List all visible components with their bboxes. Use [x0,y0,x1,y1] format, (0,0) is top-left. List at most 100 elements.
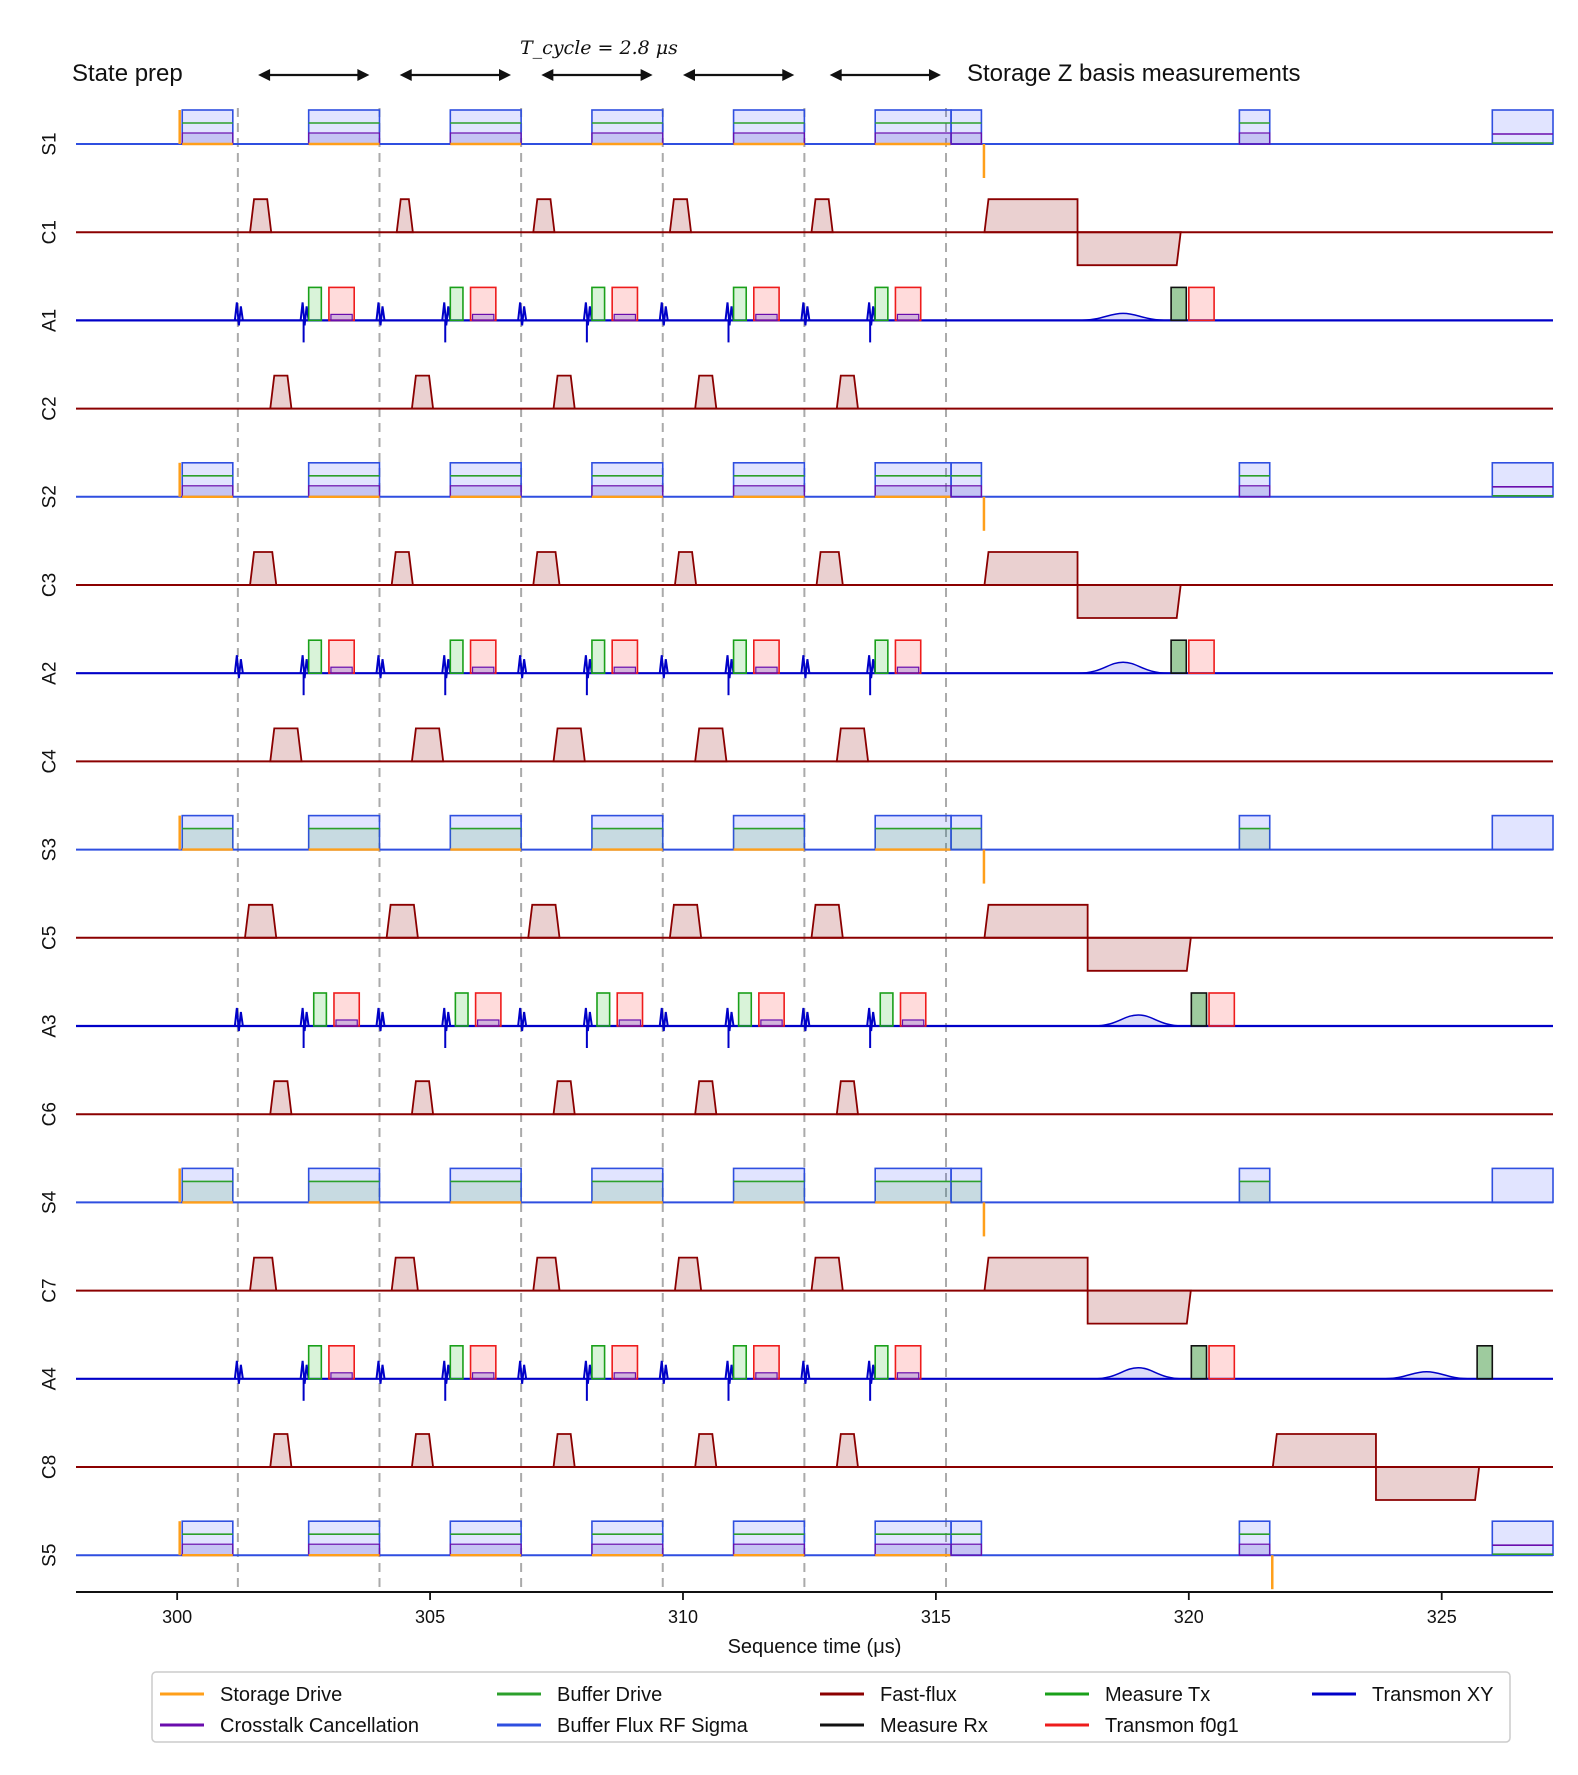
crosstalk-cancellation-pulse [471,313,495,321]
transmon-xy-pulse [658,1360,669,1384]
channel-s1: S1 [40,109,1554,178]
buffer-drive-fill [591,1181,663,1203]
buffer-flux-rf-pulse [307,1167,381,1204]
measure-tx-pulse [454,992,469,1027]
buffer-drive-fill [1239,828,1270,850]
buffer-flux-rf-pulse [591,814,664,851]
channel-c7: C7 [40,1256,1553,1325]
cycle-arrow-head-left [682,69,695,81]
crosstalk-cancellation-pulse [181,1543,234,1556]
transmon-xy-pulse [517,302,528,326]
x-tick-label: 325 [1427,1607,1457,1627]
legend-label: Transmon XY [1372,1684,1494,1706]
buffer-flux-rf-pulse [449,1167,522,1204]
channel-c4: C4 [40,727,1553,774]
crosstalk-cancellation-pulse [335,1019,358,1027]
fast-flux-pulse [243,903,278,939]
crosstalk-cancellation-pulse [471,1372,495,1380]
buffer-drive-fill [1239,1181,1270,1203]
buffer-flux-rf-pulse [449,109,522,145]
measurement-flux-pulse-positive [983,903,1089,939]
crosstalk-cancellation-pulse [874,1543,952,1556]
fast-flux-pulse [835,374,859,410]
buffer-drive-fill [951,1181,982,1203]
crosstalk-cancellation-pulse [874,132,952,145]
legend-box [151,1671,1511,1743]
measurement-flux-pulse-positive [983,198,1079,234]
transmon-xy-pulse [517,1007,528,1032]
crosstalk-cancellation-pulse [181,485,234,498]
fast-flux-pulse [532,198,556,234]
crosstalk-cancellation-pulse [613,1372,637,1380]
x-axis: 300 305 310 315 320 325 Sequence time (μs) [76,1591,1553,1658]
annotations: State prep Storage Z basis measurements … [72,37,1300,87]
state-prep-label: State prep [72,60,183,87]
transmon-xy-pulse [658,302,669,326]
buffer-flux-rf-pulse [1491,461,1554,498]
measure-tx-pulse [874,286,889,322]
transmon-xy-pulse [299,302,310,326]
measurement-flux-pulse-positive [1271,1433,1377,1468]
legend-label: Buffer Drive [557,1684,662,1706]
channel-label-c1: C1 [40,220,61,244]
buffer-drive-fill [875,1181,952,1203]
channel-c1: C1 [40,198,1553,267]
fast-flux-pulse [694,1080,718,1116]
fast-flux-pulse [249,1256,278,1292]
transmon-xy-pulse [299,655,310,679]
legend-label: Measure Rx [880,1715,988,1737]
crosstalk-cancellation-pulse [896,1372,920,1380]
transmon-f0g1-pulse [1208,992,1236,1027]
measurement-label: Storage Z basis measurements [967,60,1300,87]
crosstalk-cancellation-pulse [471,666,495,674]
measurement-flux-pulse-negative [1086,1289,1192,1325]
channel-label-s5: S5 [40,1544,61,1567]
measure-tx-pulse [737,992,753,1027]
buffer-flux-rf-pulse [732,461,806,498]
measure-tx-pulse [874,1345,889,1380]
measure-rx-pulse [1190,992,1208,1027]
crosstalk-cancellation-pulse [950,485,983,498]
buffer-flux-rf-pulse [1491,109,1554,145]
channel-label-c3: C3 [40,573,61,597]
channel-label-c8: C8 [40,1455,61,1479]
channel-label-a3: A3 [40,1014,61,1037]
channel-s2: S2 [40,461,1554,531]
cycle-arrow-head-left [829,69,842,81]
measure-rx-pulse [1170,286,1188,322]
crosstalk-cancellation-pulse [950,1543,983,1556]
channel-label-a4: A4 [40,1367,61,1391]
transmon-xy-gaussian [1077,661,1169,674]
fast-flux-pulse [527,903,561,939]
fast-flux-pulse [835,1433,859,1468]
buffer-drive-fill [182,1181,233,1203]
crosstalk-cancellation-pulse [449,485,522,498]
buffer-flux-rf-pulse [181,814,234,851]
fast-flux-pulse [552,1433,576,1468]
fast-flux-pulse [390,1256,419,1292]
transmon-xy-pulse [658,1007,669,1032]
cycle-arrow-head-right [782,69,795,81]
crosstalk-cancellation-pulse [755,666,778,674]
buffer-flux-rf-pulse [732,1167,806,1204]
fast-flux-pulse [390,551,414,586]
measure-tx-pulse [732,1345,748,1380]
measure-tx-pulse [449,1345,464,1380]
crosstalk-cancellation-pulse [613,313,637,321]
buffer-flux-rf-pulse [874,1520,952,1556]
buffer-flux-rf-pulse [591,1167,664,1204]
fast-flux-pulse [249,198,273,234]
cycle-arrow-head-right [640,69,653,81]
crosstalk-cancellation-pulse [308,485,381,498]
legend-label: Buffer Flux RF Sigma [557,1715,749,1737]
crosstalk-cancellation-pulse [308,1543,381,1556]
buffer-flux-rf-pulse [181,1520,234,1556]
channel-s3: S3 [40,814,1554,884]
transmon-xy-pulse [233,1007,244,1032]
fast-flux-pulse [269,1433,293,1468]
fast-flux-pulse [269,374,293,410]
transmon-xy-pulse [233,1360,244,1384]
crosstalk-cancellation-pulse [449,1543,522,1556]
crosstalk-cancellation-pulse [874,485,952,498]
crosstalk-cancellation-pulse [1238,1543,1271,1556]
